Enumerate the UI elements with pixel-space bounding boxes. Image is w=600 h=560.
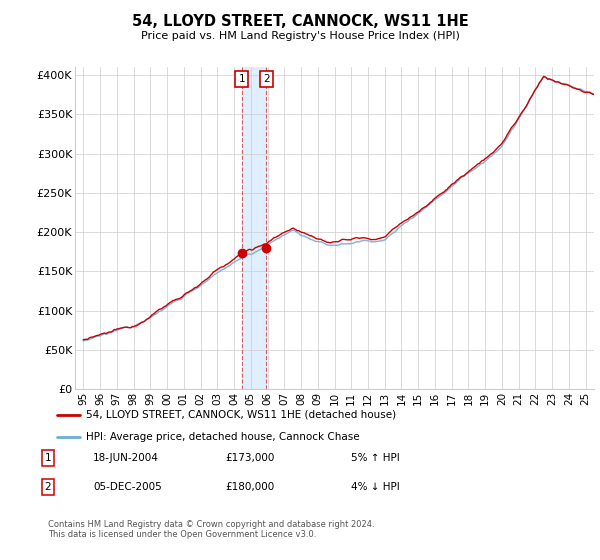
Text: 54, LLOYD STREET, CANNOCK, WS11 1HE: 54, LLOYD STREET, CANNOCK, WS11 1HE [131, 14, 469, 29]
Text: 05-DEC-2005: 05-DEC-2005 [93, 482, 162, 492]
Text: £173,000: £173,000 [225, 453, 274, 463]
Text: Contains HM Land Registry data © Crown copyright and database right 2024.
This d: Contains HM Land Registry data © Crown c… [48, 520, 374, 539]
Text: 1: 1 [238, 74, 245, 84]
Bar [242, 67, 266, 389]
Text: £180,000: £180,000 [225, 482, 274, 492]
Text: 18-JUN-2004: 18-JUN-2004 [93, 453, 159, 463]
Text: 4% ↓ HPI: 4% ↓ HPI [351, 482, 400, 492]
Text: 54, LLOYD STREET, CANNOCK, WS11 1HE (detached house): 54, LLOYD STREET, CANNOCK, WS11 1HE (det… [86, 410, 396, 420]
Text: HPI: Average price, detached house, Cannock Chase: HPI: Average price, detached house, Cann… [86, 432, 359, 442]
Text: 2: 2 [263, 74, 269, 84]
Text: 2: 2 [44, 482, 52, 492]
Text: 1: 1 [44, 453, 52, 463]
Text: 5% ↑ HPI: 5% ↑ HPI [351, 453, 400, 463]
Text: Price paid vs. HM Land Registry's House Price Index (HPI): Price paid vs. HM Land Registry's House … [140, 31, 460, 41]
